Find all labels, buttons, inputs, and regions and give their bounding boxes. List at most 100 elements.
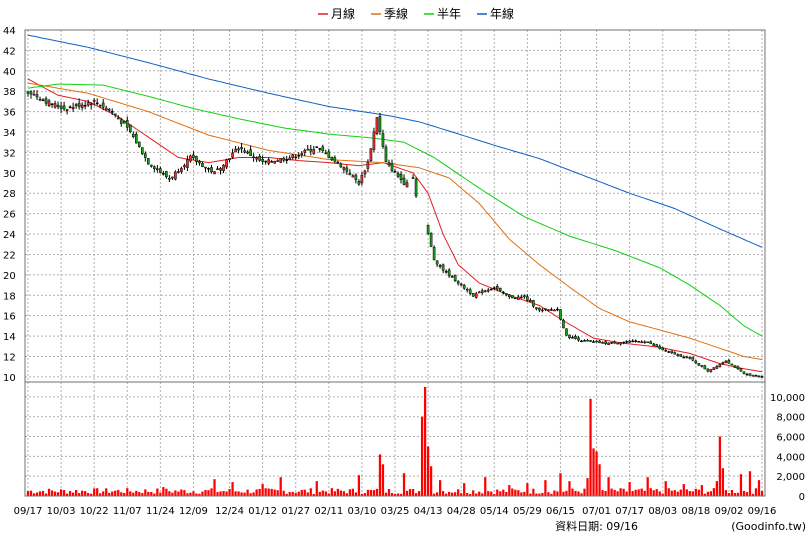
candle-body — [68, 106, 72, 109]
candle-body — [306, 148, 310, 151]
volume-bar — [658, 491, 661, 496]
candle-body — [577, 337, 580, 341]
candle-body — [204, 166, 207, 169]
candle-body — [201, 163, 204, 167]
candle-body — [65, 109, 69, 112]
volume-bar — [342, 491, 345, 496]
volume-bar — [156, 488, 159, 496]
candle-body — [628, 340, 631, 343]
candle-body — [29, 91, 33, 95]
volume-bar — [243, 492, 246, 496]
candle-body — [589, 340, 592, 342]
price-tick-label: 16 — [3, 312, 16, 323]
volume-bar — [249, 493, 252, 496]
price-tick-label: 42 — [3, 46, 16, 57]
candle-body — [303, 150, 307, 153]
volume-bar — [168, 491, 171, 496]
candle-body — [324, 152, 328, 155]
candle-body — [207, 168, 210, 170]
volume-bar — [748, 471, 752, 496]
volume-bar — [357, 475, 361, 496]
candle-body — [652, 343, 656, 346]
volume-bar — [264, 488, 267, 496]
candle-body — [59, 105, 63, 109]
volume-bar — [580, 493, 583, 496]
candle-body — [508, 294, 511, 297]
candle-body — [153, 166, 156, 169]
volume-bar — [706, 491, 709, 496]
date-tick-label: 07/01 — [582, 506, 611, 517]
volume-bar — [420, 416, 424, 496]
volume-bar — [463, 483, 466, 496]
volume-bar — [270, 488, 273, 496]
candle-body — [748, 373, 752, 376]
date-tick-label: 02/11 — [314, 506, 343, 517]
candle-body — [162, 173, 165, 175]
candle-body — [159, 168, 162, 173]
candle-body — [483, 290, 487, 293]
volume-bar — [363, 493, 367, 496]
volume-bar — [309, 488, 312, 496]
volume-bar — [129, 491, 132, 496]
volume-bar — [625, 491, 628, 496]
volume-bar — [234, 491, 237, 496]
volume-bar — [32, 493, 36, 496]
candle-body — [598, 340, 601, 344]
date-tick-label: 01/27 — [281, 506, 310, 517]
candle-body — [706, 368, 710, 372]
volume-bar — [586, 478, 589, 496]
candle-body — [177, 171, 180, 173]
candle-body — [697, 363, 701, 366]
volume-bar — [192, 491, 195, 496]
candle-body — [414, 179, 418, 197]
volume-bar — [210, 488, 213, 496]
volume-bar — [171, 492, 174, 496]
volume-bar — [258, 488, 261, 496]
candle-body — [294, 156, 298, 159]
date-tick-label: 09/17 — [14, 506, 43, 517]
candle-body — [661, 347, 665, 351]
volume-axis: 0 2,000 4,000 6,000 8,000 10,000 — [770, 393, 805, 503]
volume-bar — [53, 491, 57, 496]
volume-bar — [652, 490, 655, 496]
volume-bar — [616, 491, 619, 496]
volume-bar — [544, 480, 547, 496]
volume-bar — [282, 490, 285, 496]
candle-body — [745, 373, 749, 376]
candle-body — [249, 149, 252, 156]
candle-body — [402, 177, 406, 185]
volume-bar — [481, 493, 484, 496]
volume-bar — [186, 493, 189, 496]
candle-body — [619, 342, 622, 345]
candle-body — [541, 309, 544, 312]
volume-bar — [351, 488, 355, 496]
candle-body — [195, 156, 198, 163]
candle-body — [273, 161, 276, 164]
volume-bar — [661, 493, 664, 496]
candle-body — [38, 98, 42, 101]
volume-bar — [96, 488, 99, 496]
price-tick-label: 28 — [3, 189, 16, 200]
candle-body — [673, 352, 677, 355]
candle-body — [213, 171, 216, 175]
candle-body — [667, 351, 671, 353]
candle-body — [222, 164, 225, 171]
volume-tick-label: 0 — [799, 492, 805, 503]
volume-tick-label: 8,000 — [776, 413, 805, 424]
volume-bar — [105, 488, 108, 496]
volume-bar — [180, 489, 183, 496]
volume-bar — [730, 489, 734, 496]
volume-bar — [724, 490, 728, 496]
volume-bar — [324, 491, 327, 496]
volume-bar — [114, 490, 117, 496]
candle-body — [631, 340, 634, 343]
candle-body — [727, 360, 731, 364]
volume-bar — [664, 481, 667, 496]
candle-body — [86, 102, 90, 106]
date-tick-label: 10/22 — [80, 506, 109, 517]
volume-bar — [613, 489, 616, 496]
price-tick-label: 12 — [3, 352, 16, 363]
volume-bar — [469, 494, 472, 496]
volume-bar — [78, 493, 81, 496]
date-tick-label: 12/09 — [179, 506, 208, 517]
